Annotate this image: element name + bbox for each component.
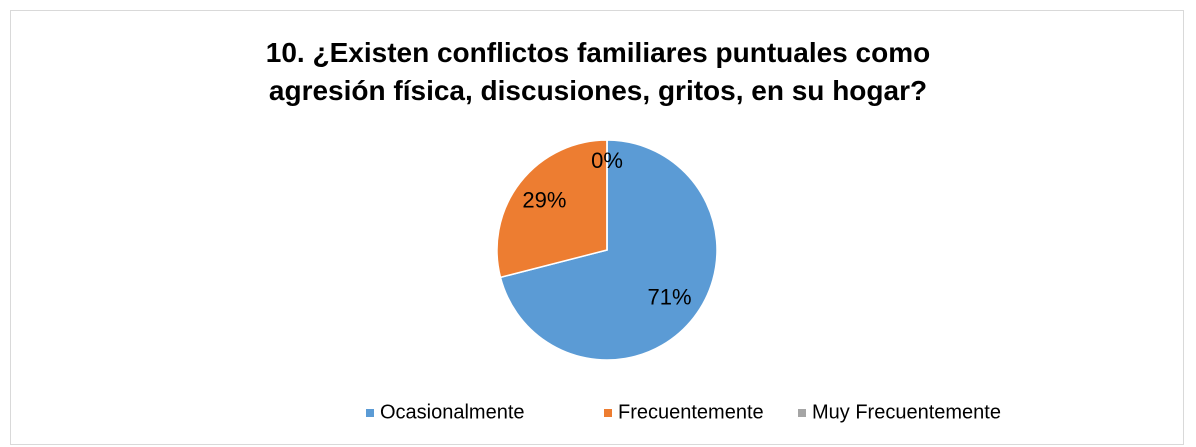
data-label: 29% <box>522 187 566 212</box>
legend-swatch <box>798 409 806 417</box>
legend-label: Ocasionalmente <box>380 401 525 423</box>
legend-swatch <box>604 409 612 417</box>
data-label: 0% <box>591 148 623 173</box>
legend-swatch <box>366 409 374 417</box>
legend-label: Frecuentemente <box>618 401 764 423</box>
chart-frame <box>10 10 1184 445</box>
data-label: 71% <box>648 284 692 309</box>
legend-label: Muy Frecuentemente <box>812 401 1001 423</box>
chart-title: 10. ¿Existen conflictos familiares puntu… <box>265 37 931 106</box>
pie-slice <box>496 139 608 279</box>
pie-slice <box>499 139 718 361</box>
